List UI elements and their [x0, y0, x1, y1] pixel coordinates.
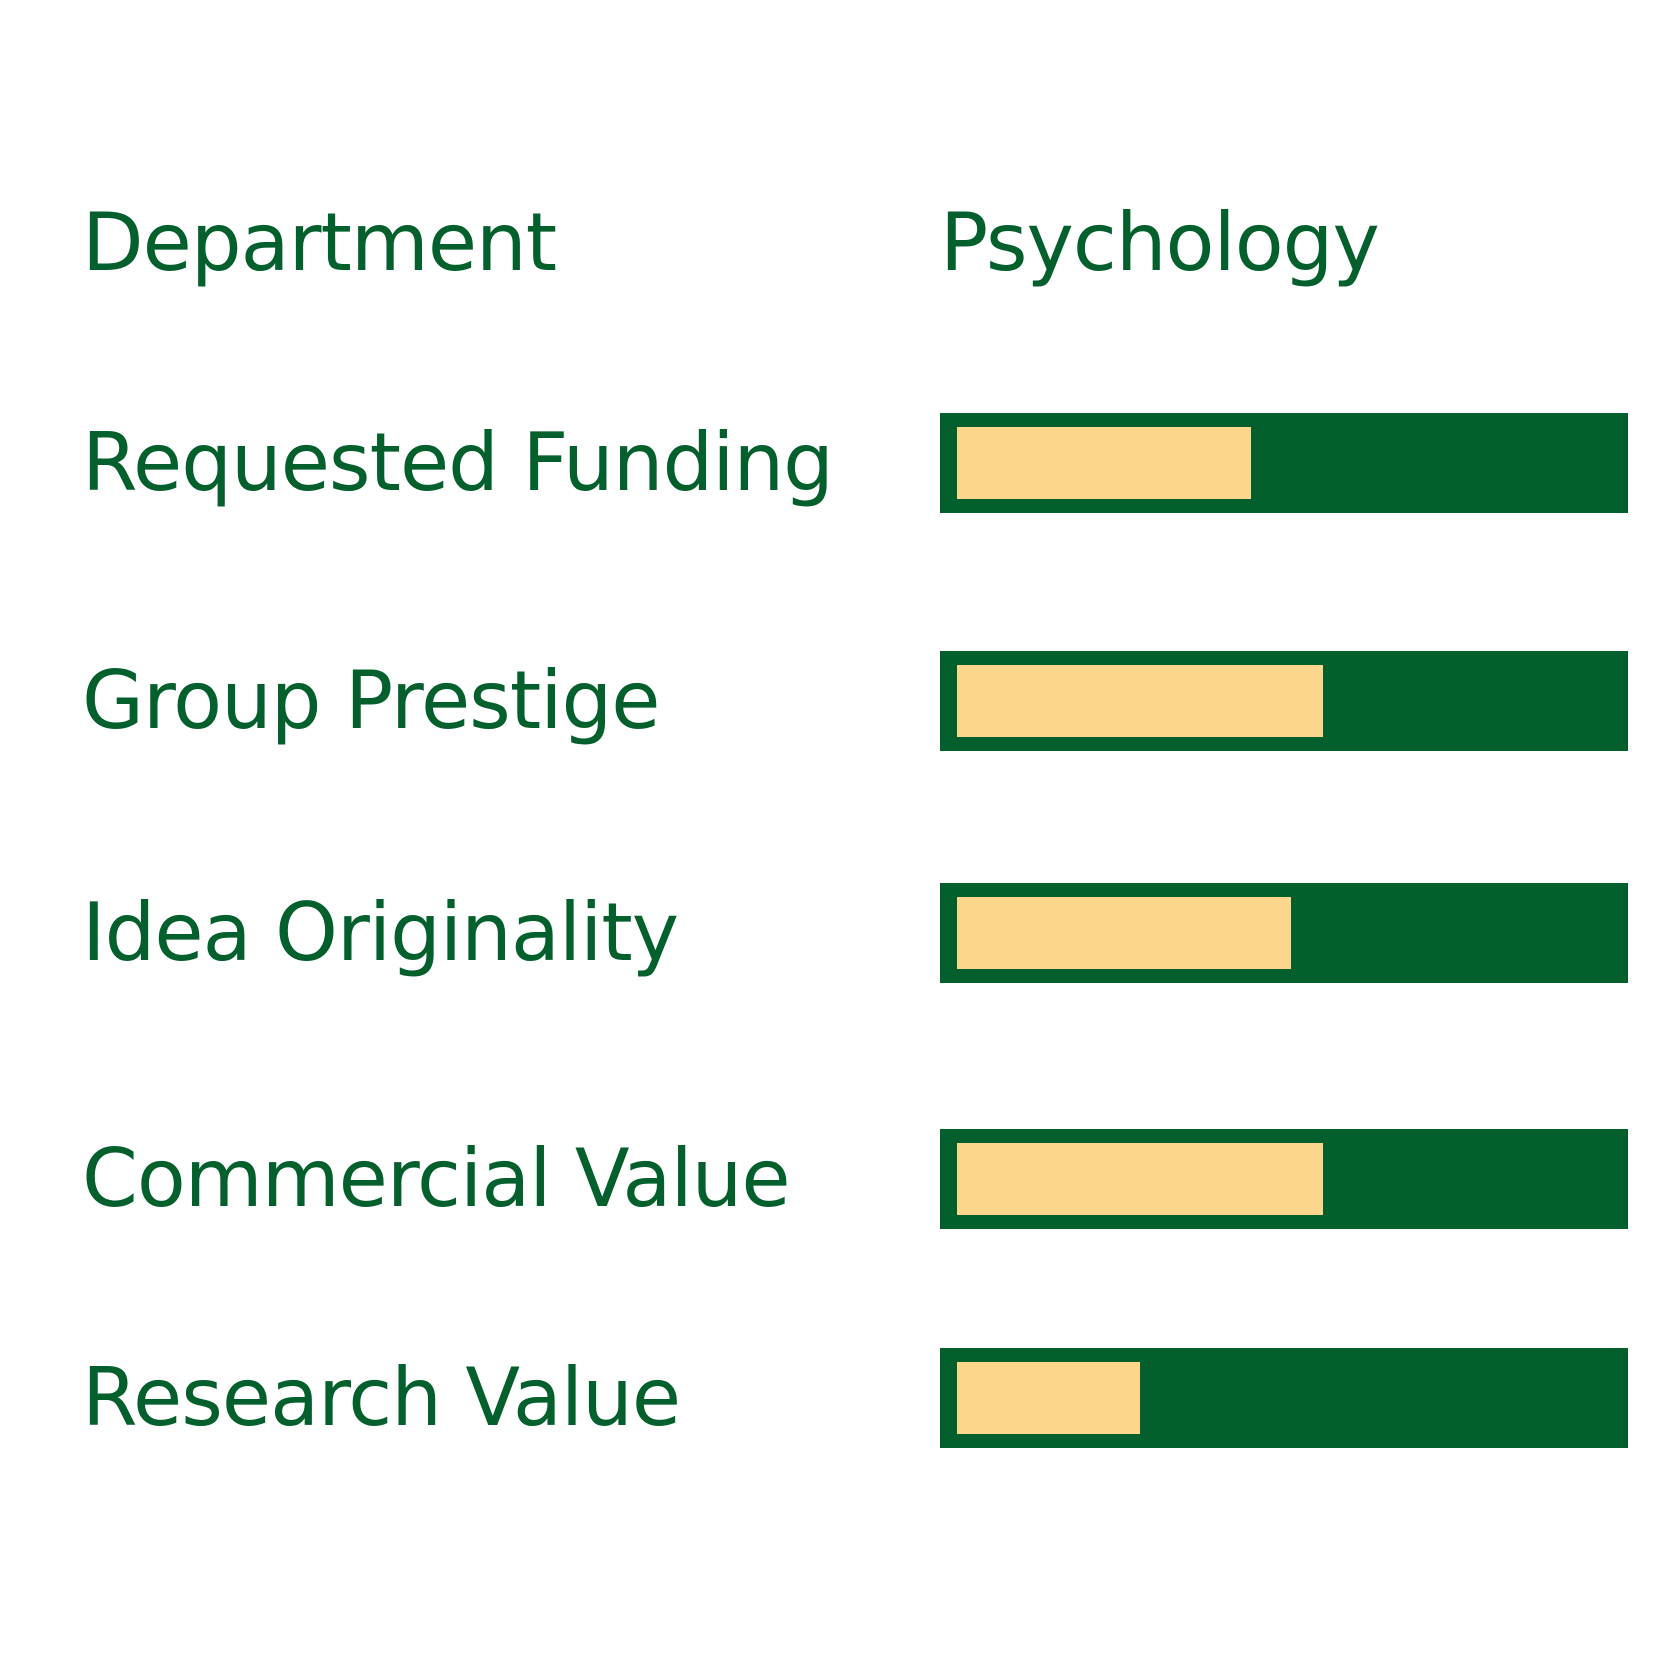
bar-track-idea-originality — [940, 883, 1628, 983]
bar-track-commercial-value — [940, 1129, 1628, 1229]
department-header-value: Psychology — [940, 196, 1380, 289]
department-header-label: Department — [82, 196, 557, 289]
bar-track-group-prestige — [940, 651, 1628, 751]
bar-fill-group-prestige — [957, 665, 1323, 737]
metric-label-group-prestige: Group Prestige — [82, 654, 660, 747]
bar-track-requested-funding — [940, 413, 1628, 513]
metric-label-requested-funding: Requested Funding — [82, 416, 834, 509]
bar-fill-commercial-value — [957, 1143, 1323, 1215]
metric-label-research-value: Research Value — [82, 1351, 681, 1444]
metric-label-commercial-value: Commercial Value — [82, 1132, 791, 1225]
bar-fill-research-value — [957, 1362, 1140, 1434]
bar-track-research-value — [940, 1348, 1628, 1448]
bar-fill-idea-originality — [957, 897, 1291, 969]
bar-fill-requested-funding — [957, 427, 1251, 499]
metric-label-idea-originality: Idea Originality — [82, 886, 679, 979]
